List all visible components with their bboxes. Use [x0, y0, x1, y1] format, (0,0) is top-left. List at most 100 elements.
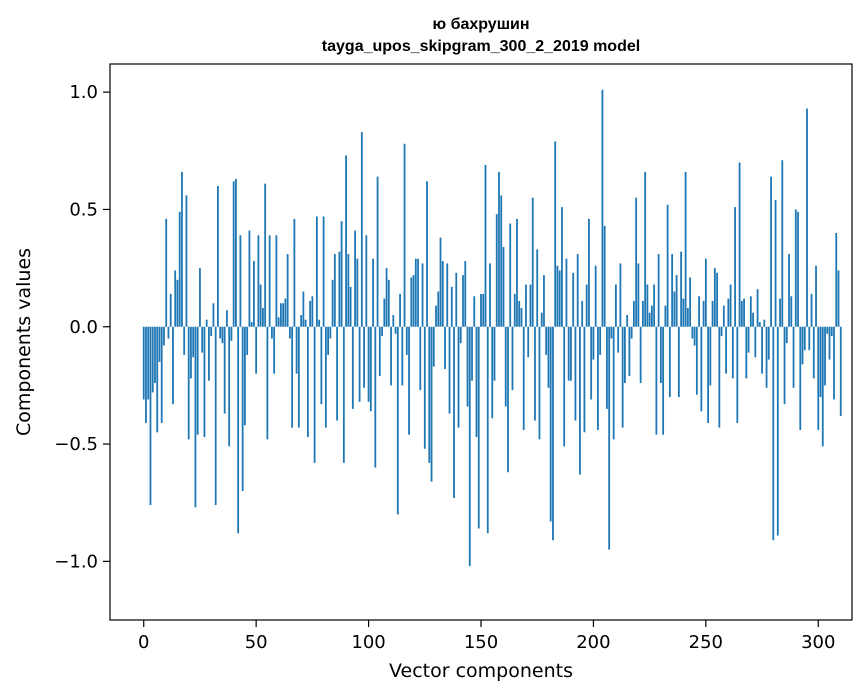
bar-121: [414, 258, 417, 327]
bar-90: [345, 155, 347, 327]
bar-218: [633, 300, 635, 327]
bar-292: [799, 326, 802, 430]
bar-89: [342, 326, 345, 463]
bar-102: [372, 258, 374, 327]
bar-176: [538, 326, 541, 440]
bar-165: [513, 293, 516, 327]
bar-128: [430, 326, 433, 482]
bar-193: [576, 254, 579, 327]
bar-50: [255, 326, 258, 374]
bar-54: [264, 183, 267, 327]
bar-297: [810, 293, 813, 327]
bar-296: [808, 326, 811, 351]
bar-58: [273, 326, 276, 374]
bar-191: [572, 272, 575, 327]
bar-41: [235, 178, 237, 327]
bar-272: [754, 326, 757, 358]
bar-285: [783, 326, 786, 405]
bar-275: [761, 326, 763, 374]
bar-70: [300, 315, 303, 327]
bar-132: [439, 237, 442, 327]
bar-40: [232, 181, 235, 327]
bar-19: [185, 195, 188, 327]
bar-26: [201, 326, 204, 353]
bar-295: [806, 108, 808, 327]
bar-59: [275, 235, 278, 327]
bar-124: [421, 263, 424, 327]
bar-43: [239, 235, 242, 327]
bar-106: [381, 326, 383, 337]
bar-291: [797, 211, 799, 327]
bar-44: [241, 326, 244, 491]
bar-308: [835, 232, 838, 327]
bar-263: [734, 207, 736, 327]
bar-301: [819, 326, 822, 398]
bar-284: [781, 160, 784, 327]
bar-25: [199, 268, 201, 327]
bar-107: [383, 298, 386, 327]
bar-119: [410, 277, 413, 327]
bar-164: [511, 326, 514, 391]
bar-83: [329, 326, 332, 339]
bar-273: [756, 289, 759, 327]
bar-305: [828, 326, 831, 360]
bar-79: [320, 326, 323, 405]
bar-282: [776, 326, 779, 536]
bar-45: [244, 326, 246, 426]
bar-36: [223, 326, 226, 414]
bar-215: [626, 315, 629, 327]
x-tick-label: 300: [801, 632, 835, 653]
bar-244: [691, 326, 694, 339]
bar-116: [403, 143, 406, 327]
bar-126: [426, 181, 428, 327]
bar-108: [385, 268, 388, 327]
x-tick-label: 150: [464, 632, 498, 653]
bar-101: [369, 326, 372, 412]
y-tick-label: 1.0: [69, 82, 98, 103]
bar-60: [277, 317, 280, 327]
bar-238: [677, 326, 680, 398]
bar-88: [340, 221, 343, 327]
bar-248: [700, 326, 703, 412]
bar-175: [536, 249, 539, 327]
chart-title-line2: tayga_upos_skipgram_300_2_2019 model: [322, 38, 640, 55]
bar-186: [561, 207, 563, 327]
bar-188: [565, 258, 568, 327]
bar-214: [624, 326, 626, 384]
bar-309: [837, 270, 840, 327]
bar-17: [181, 171, 183, 327]
bar-143: [464, 261, 467, 327]
bar-204: [601, 89, 604, 327]
bar-134: [444, 326, 446, 369]
bar-137: [450, 286, 453, 327]
x-tick-label: 200: [576, 632, 610, 653]
bar-169: [522, 326, 525, 430]
bar-199: [590, 326, 593, 400]
bar-303: [824, 326, 826, 386]
bar-210: [615, 284, 617, 327]
bar-142: [462, 275, 464, 327]
y-axis-ticks: −1.0 −0.5 0.0 0.5 1.0: [54, 82, 110, 572]
bar-249: [702, 300, 705, 327]
bar-117: [405, 326, 408, 355]
bar-184: [556, 265, 559, 327]
bar-152: [484, 164, 487, 327]
bar-46: [246, 326, 249, 355]
bar-300: [817, 326, 820, 430]
bar-178: [543, 275, 545, 327]
bar-170: [525, 284, 527, 327]
bar-42: [237, 326, 240, 534]
bar-242: [686, 307, 689, 327]
bar-259: [725, 326, 727, 374]
bar-135: [446, 263, 449, 327]
bar-114: [399, 293, 401, 327]
bar-96: [358, 326, 361, 402]
bar-91: [347, 254, 350, 327]
bar-53: [262, 307, 264, 327]
bar-234: [668, 326, 671, 398]
bar-21: [190, 326, 192, 379]
bar-5: [154, 326, 156, 384]
bar-253: [711, 300, 714, 327]
bar-190: [570, 326, 572, 381]
bar-269: [747, 326, 750, 353]
